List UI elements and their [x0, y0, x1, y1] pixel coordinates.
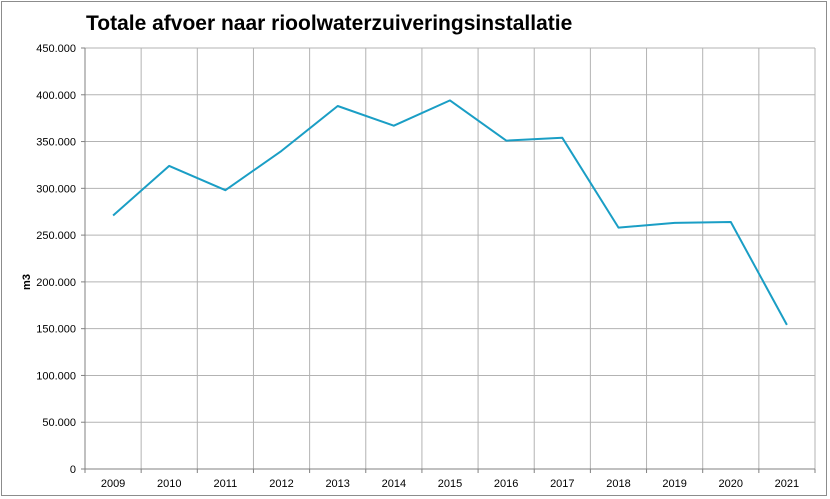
y-tick-label: 250.000: [36, 230, 76, 242]
series-lines: [112, 99, 788, 326]
x-tick-label: 2021: [775, 478, 799, 490]
y-tick-label: 350.000: [36, 137, 76, 149]
y-tick-label: 100.000: [36, 370, 76, 382]
chart-title: Totale afvoer naar rioolwaterzuiveringsi…: [86, 12, 573, 35]
x-tick-label: 2012: [269, 478, 293, 490]
x-tick-label: 2017: [550, 478, 574, 490]
y-tick-label: 0: [70, 464, 76, 476]
axes: [81, 47, 816, 473]
y-axis-label: m3: [21, 274, 33, 290]
y-tick-label: 50.000: [42, 417, 76, 429]
y-tick-label: 450.000: [36, 43, 76, 55]
x-tick-labels: 2009 2010 2011 2012 2013 2014 2015 2016 2017 2018…: [101, 478, 799, 490]
series-line-0: [112, 99, 788, 326]
y-tick-labels: 0 50.000 100.000 150.000 200.000 250.000 300.0…: [36, 43, 76, 476]
y-tick-label: 200.000: [36, 277, 76, 289]
x-tick-label: 2016: [494, 478, 518, 490]
x-tick-label: 2013: [325, 478, 349, 490]
grid-lines: [84, 47, 816, 470]
x-tick-label: 2011: [214, 478, 238, 490]
x-tick-label: 2015: [438, 478, 462, 490]
x-tick-label: 2014: [382, 478, 406, 490]
y-tick-label: 150.000: [36, 324, 76, 336]
y-tick-label: 400.000: [36, 90, 76, 102]
y-tick-label: 300.000: [36, 183, 76, 195]
x-tick-label: 2019: [662, 478, 686, 490]
x-tick-label: 2020: [719, 478, 743, 490]
x-tick-label: 2009: [101, 478, 125, 490]
x-tick-label: 2018: [606, 478, 630, 490]
x-tick-label: 2010: [157, 478, 181, 490]
